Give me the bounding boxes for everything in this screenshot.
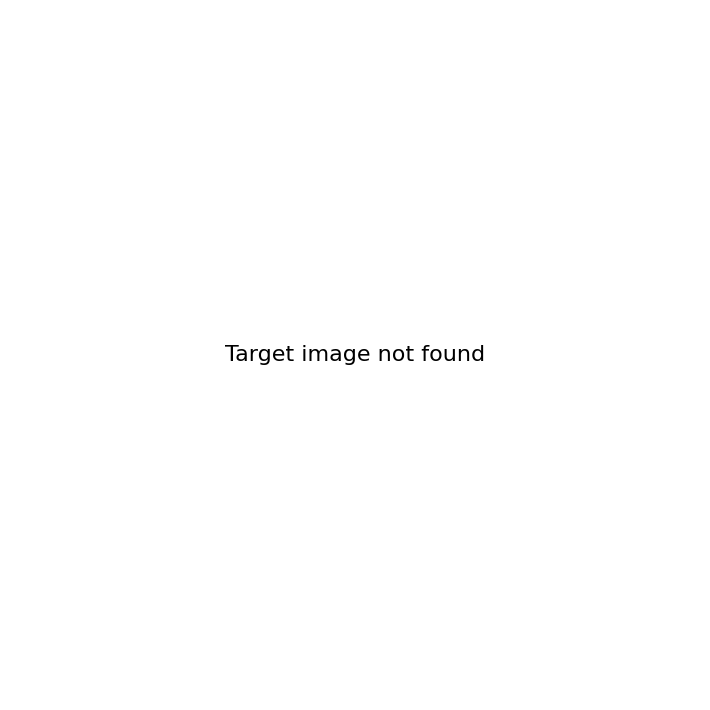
Text: Target image not found: Target image not found	[225, 345, 485, 365]
